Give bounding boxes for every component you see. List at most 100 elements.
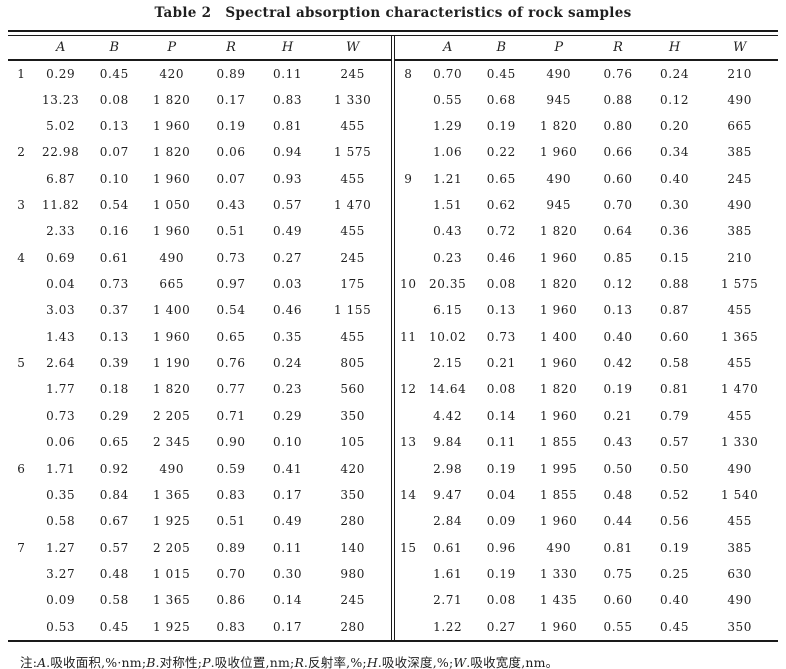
value-cell: 280 [340, 514, 366, 529]
column-header-R: R [588, 36, 648, 61]
value-cell: 0.13 [99, 118, 129, 133]
value-cell: 0.40 [659, 593, 690, 608]
value-cell: 490 [727, 461, 753, 476]
value-cell: 0.12 [603, 277, 633, 292]
value-cell: 0.13 [486, 303, 516, 318]
value-cell: 1 855 [540, 487, 578, 502]
value-cell: 0.17 [216, 92, 246, 107]
value-cell: 420 [159, 66, 185, 81]
column-header-A: A [421, 36, 474, 61]
value-cell: 0.37 [99, 303, 129, 318]
value-cell: 14.64 [428, 382, 467, 397]
value-cell: 0.94 [272, 145, 303, 160]
value-cell: 385 [727, 224, 753, 239]
sample-no-cell [395, 350, 422, 376]
value-cell: 0.93 [272, 171, 303, 186]
note-text: .吸收深度,%; [377, 654, 454, 669]
value-cell: 0.73 [486, 329, 516, 344]
value-cell: 0.19 [486, 567, 516, 581]
table-row: 2.98 0.19 1 995 0.50 0.50 490 [395, 455, 778, 481]
sample-no-cell [395, 218, 422, 244]
sample-no-cell [8, 429, 35, 455]
value-cell: 2 345 [153, 435, 191, 450]
value-cell: 2.71 [433, 593, 463, 608]
column-header-B: B [86, 36, 143, 61]
value-cell: 0.04 [46, 277, 76, 292]
value-cell: 0.73 [99, 277, 129, 292]
value-cell: 0.62 [486, 197, 516, 212]
value-cell: 1 820 [540, 277, 578, 292]
value-cell: 1.29 [433, 118, 463, 133]
value-cell: 0.86 [216, 593, 246, 608]
value-cell: 0.55 [603, 619, 633, 634]
value-cell: 0.92 [99, 461, 129, 476]
value-cell: 0.51 [216, 224, 246, 239]
value-cell: 1.77 [46, 382, 76, 397]
sample-no-cell [8, 165, 35, 191]
bottom-rule [8, 639, 778, 642]
value-cell: 1 365 [153, 487, 191, 502]
sample-no-cell: 11 [400, 329, 417, 344]
note-text: .吸收面积,%·nm; [46, 654, 147, 669]
value-cell: 0.54 [216, 303, 246, 318]
value-cell: 0.34 [659, 145, 690, 160]
table-right-half: A B P R H W 8 0.70 0.45 490 0.76 0.24 210 0.55 0… [395, 36, 778, 640]
value-cell: 210 [727, 250, 753, 265]
value-cell: 0.29 [99, 408, 129, 423]
note-variable: B [146, 654, 156, 669]
sample-no-cell: 13 [400, 435, 417, 450]
table-row: 1.77 0.18 1 820 0.77 0.23 560 [8, 376, 391, 402]
value-cell: 1 470 [721, 382, 759, 397]
value-cell: 0.60 [659, 329, 690, 344]
note-variable: H [366, 654, 378, 669]
value-cell: 1.22 [433, 619, 463, 634]
sample-no-cell [8, 376, 35, 402]
value-cell: 1 960 [153, 118, 191, 133]
value-cell: 0.66 [603, 145, 633, 160]
sample-no-cell: 14 [400, 487, 417, 502]
value-cell: 0.43 [216, 197, 246, 212]
value-cell: 1 575 [721, 277, 759, 292]
value-cell: 665 [159, 277, 185, 292]
value-cell: 0.97 [216, 277, 246, 292]
value-cell: 0.45 [99, 66, 129, 81]
value-cell: 0.88 [659, 277, 690, 292]
value-cell: 455 [727, 303, 753, 318]
value-cell: 0.19 [603, 382, 633, 397]
value-cell: 0.48 [603, 487, 633, 502]
value-cell: 0.72 [486, 224, 516, 239]
table-row: 4.42 0.14 1 960 0.21 0.79 455 [395, 403, 778, 429]
value-cell: 0.11 [272, 540, 303, 555]
value-cell: 0.29 [272, 408, 303, 423]
value-cell: 0.83 [272, 92, 303, 107]
value-cell: 0.50 [603, 461, 633, 476]
value-cell: 455 [727, 408, 753, 423]
value-cell: 455 [727, 356, 753, 371]
value-cell: 0.77 [216, 382, 246, 397]
value-cell: 0.07 [99, 145, 129, 160]
sample-no-cell [395, 403, 422, 429]
value-cell: 10.02 [428, 329, 467, 344]
value-cell: 245 [340, 593, 366, 608]
value-cell: 1 365 [153, 593, 191, 608]
sample-no-cell [395, 86, 422, 112]
value-cell: 245 [340, 66, 366, 81]
value-cell: 0.96 [486, 540, 516, 555]
value-cell: 0.65 [486, 171, 516, 186]
sample-no-cell [395, 508, 422, 534]
value-cell: 0.65 [99, 435, 129, 450]
value-cell: 0.57 [659, 435, 690, 450]
sample-no-cell [8, 508, 35, 534]
value-cell: 0.13 [99, 329, 129, 344]
value-cell: 0.61 [433, 540, 463, 555]
value-cell: 1 855 [540, 435, 578, 450]
value-cell: 1 540 [721, 487, 759, 502]
value-cell: 0.83 [216, 487, 246, 502]
table-row: 6.87 0.10 1 960 0.07 0.93 455 [8, 165, 391, 191]
value-cell: 1 960 [540, 408, 578, 423]
table-left-half: A B P R H W 1 0.29 0.45 420 0.89 0.11 245 13.23… [8, 36, 391, 640]
value-cell: 0.73 [216, 250, 246, 265]
value-cell: 455 [727, 514, 753, 529]
column-header-B: B [473, 36, 530, 61]
